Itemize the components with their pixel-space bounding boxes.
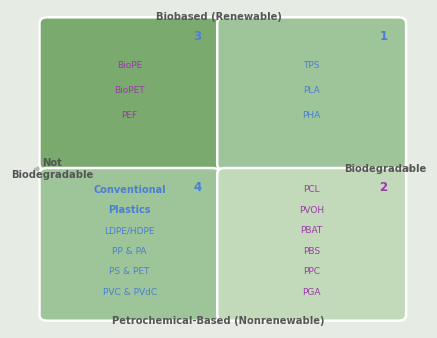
Text: BioPET: BioPET	[114, 86, 145, 95]
FancyBboxPatch shape	[217, 17, 406, 170]
Text: 3: 3	[193, 30, 201, 43]
Text: PLA: PLA	[303, 86, 320, 95]
Text: Petrochemical-Based (Nonrenewable): Petrochemical-Based (Nonrenewable)	[112, 316, 325, 327]
Text: Plastics: Plastics	[108, 205, 151, 215]
Text: PGA: PGA	[302, 288, 321, 297]
Text: PVC & PVdC: PVC & PVdC	[103, 288, 157, 297]
Text: Biodegradable: Biodegradable	[344, 164, 426, 174]
Text: PHA: PHA	[302, 111, 321, 120]
Text: PPC: PPC	[303, 267, 320, 276]
Text: 4: 4	[193, 180, 201, 194]
FancyBboxPatch shape	[39, 168, 220, 321]
Text: 2: 2	[380, 180, 388, 194]
Text: LDPE/HDPE: LDPE/HDPE	[104, 226, 155, 235]
Text: Biobased (Renewable): Biobased (Renewable)	[156, 11, 281, 22]
FancyBboxPatch shape	[217, 168, 406, 321]
Text: Conventional: Conventional	[94, 185, 166, 195]
Text: PS & PET: PS & PET	[109, 267, 150, 276]
Text: PEF: PEF	[121, 111, 138, 120]
Text: TPS: TPS	[303, 61, 320, 70]
FancyBboxPatch shape	[39, 17, 220, 170]
Text: PBAT: PBAT	[301, 226, 323, 235]
Text: PBS: PBS	[303, 247, 320, 256]
Text: PP & PA: PP & PA	[112, 247, 147, 256]
Text: Not
Biodegradable: Not Biodegradable	[11, 158, 93, 180]
Text: 1: 1	[380, 30, 388, 43]
Text: PCL: PCL	[303, 185, 320, 194]
Text: PVOH: PVOH	[299, 206, 324, 215]
Text: BioPE: BioPE	[117, 61, 142, 70]
